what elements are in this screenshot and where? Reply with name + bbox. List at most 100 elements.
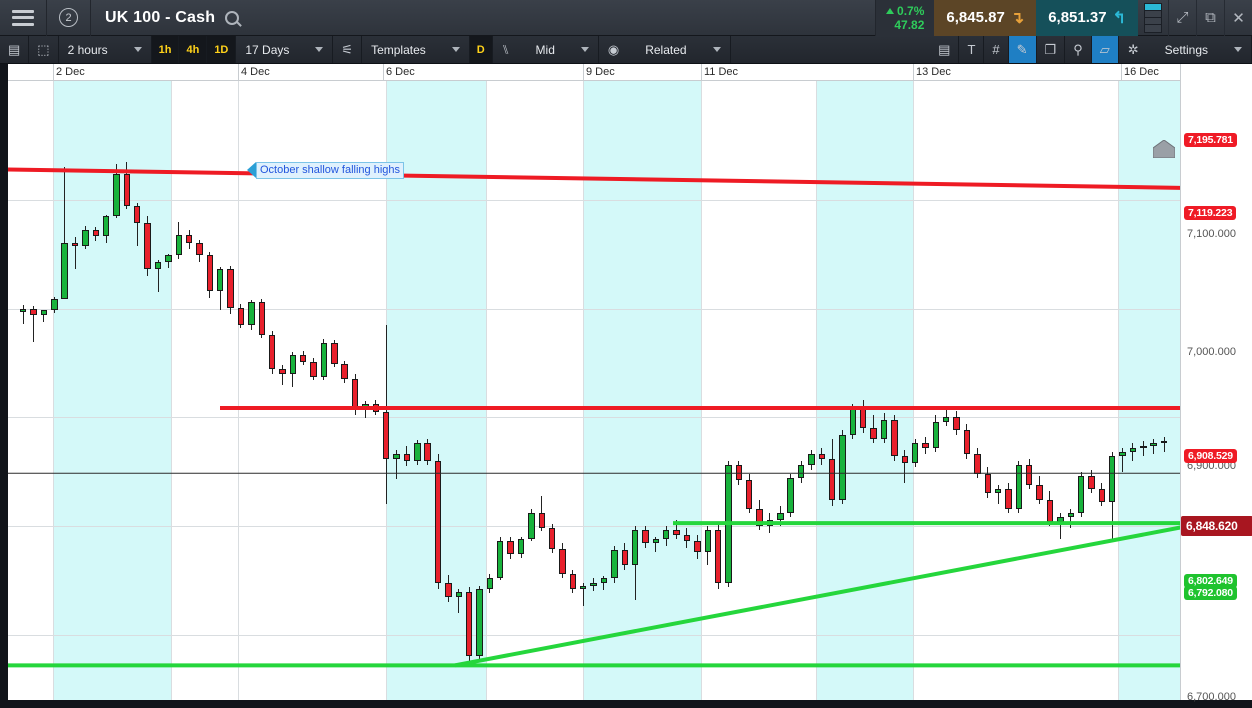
candlestick [663, 526, 670, 546]
candle-body-bearish [403, 454, 411, 461]
candle-body-bearish [227, 269, 234, 308]
expand-icon[interactable]: ⤢ [1168, 0, 1196, 36]
candlestick [486, 573, 494, 594]
chart-area[interactable]: 2 Dec 4 Dec 6 Dec 9 Dec 11 Dec 13 Dec 16 Dec 7… [0, 64, 1252, 708]
candlestick-icon: ⑊ [501, 42, 510, 57]
candlestick [1160, 436, 1168, 453]
settings-dropdown[interactable]: ✲ Settings [1119, 36, 1252, 63]
candlestick [901, 449, 908, 483]
candlestick [787, 473, 794, 518]
candle-body-bullish [652, 539, 660, 544]
candle-body-bearish [258, 302, 265, 335]
deal-marker-icon[interactable] [1152, 139, 1176, 163]
price-tick-label: 6,900.000 [1187, 460, 1236, 472]
candlestick [185, 230, 193, 249]
bottom-scroll-area[interactable] [0, 700, 1252, 708]
search-icon[interactable] [225, 10, 240, 25]
quick-interval-1d[interactable]: 1D [207, 36, 237, 63]
price-level-badge[interactable]: 6,908.529 [1184, 449, 1237, 463]
eye-icon: ◉ [607, 42, 620, 57]
popout-icon[interactable]: ⧉ [1196, 0, 1224, 36]
candle-body-bullish [362, 404, 369, 408]
candle-body-bullish [393, 454, 400, 459]
date-tick-label: 11 Dec [704, 66, 739, 78]
candlestick [30, 306, 37, 343]
price-plot[interactable] [8, 64, 1180, 700]
price-level-badge[interactable]: 7,119.223 [1184, 206, 1237, 220]
candle-body-bullish [590, 582, 597, 586]
related-label: Related [645, 42, 687, 57]
annotation-icon[interactable]: ▱ [1091, 36, 1119, 63]
candle-body-bearish [683, 534, 691, 542]
chevron-down-icon [451, 47, 460, 52]
date-tick [53, 64, 54, 81]
candle-body-bearish [331, 343, 338, 365]
annotation-arrow-icon [247, 162, 256, 178]
workspace-number-badge[interactable]: 2 [47, 0, 91, 36]
candle-body-bullish [1015, 465, 1023, 509]
candle-body-bullish [102, 216, 110, 236]
candle-body-bearish [735, 465, 743, 481]
sliders-icon[interactable]: ⚟ [333, 36, 363, 63]
drawing-tools-icon[interactable]: ✎ [1008, 36, 1037, 63]
candlestick [341, 360, 348, 383]
related-dropdown[interactable]: ◉ Related [599, 36, 731, 63]
close-icon[interactable]: ✕ [1224, 0, 1252, 36]
text-tool-icon[interactable]: T [959, 36, 985, 63]
marquee-select-icon[interactable]: ⬚ [29, 36, 59, 63]
price-level-badge[interactable]: 6,802.649 [1184, 574, 1237, 588]
candlestick [569, 569, 577, 594]
candle-body-bearish [642, 530, 649, 544]
price-level-badge[interactable]: 7,195.781 [1184, 133, 1237, 147]
chevron-down-icon [1234, 47, 1242, 52]
watchlist-icon[interactable]: ▤ [0, 36, 30, 63]
price-type-dropdown[interactable]: ⑊ Mid [493, 36, 599, 63]
candlestick [1067, 508, 1074, 529]
candlestick [517, 536, 525, 558]
range-dropdown[interactable]: 17 Days [236, 36, 334, 63]
date-tick-label: 4 Dec [241, 66, 270, 78]
candlestick [476, 585, 483, 661]
price-axis[interactable]: 7,100.0007,000.0006,900.0006,800.0006,70… [1180, 64, 1252, 703]
date-tick [1121, 64, 1122, 81]
menu-button[interactable] [0, 0, 47, 36]
grid-line-horizontal [8, 417, 1180, 419]
candlestick [414, 440, 421, 466]
quick-interval-4h[interactable]: 4h [179, 36, 208, 63]
candlestick [237, 304, 245, 329]
candle-body-bullish [880, 419, 888, 440]
quick-interval-1h[interactable]: 1h [151, 36, 180, 63]
candle-body-bullish [113, 173, 120, 217]
range-label: 17 Days [245, 42, 290, 57]
order-book-icon[interactable]: ▤ [930, 36, 960, 63]
chart-annotation[interactable]: October shallow falling highs [256, 162, 405, 179]
candlestick [683, 528, 691, 548]
candle-wick [1163, 436, 1165, 453]
buy-price-button[interactable]: 6,851.37 ↰ [1036, 0, 1138, 36]
sell-price-button[interactable]: 6,845.87 ↴ [934, 0, 1037, 36]
candle-body-bullish [1077, 476, 1085, 513]
chevron-down-icon [133, 47, 142, 52]
candle-body-bearish [185, 234, 193, 244]
templates-dropdown[interactable]: Templates [362, 36, 470, 63]
candlestick [797, 460, 805, 483]
date-axis[interactable]: 2 Dec 4 Dec 6 Dec 9 Dec 11 Dec 13 Dec 16 Dec [8, 64, 1252, 81]
layers-icon[interactable]: ❐ [1037, 36, 1066, 63]
candle-body-bearish [538, 513, 545, 529]
candle-body-bullish [580, 585, 587, 590]
interval-dropdown[interactable]: 2 hours [59, 36, 152, 63]
deal-ladder-icon[interactable] [1144, 2, 1162, 33]
candle-body-bearish [984, 473, 991, 494]
candlestick [932, 415, 940, 453]
candlestick [362, 401, 369, 419]
date-tick-label: 6 Dec [386, 66, 415, 78]
candlestick [642, 526, 649, 548]
candle-body-bearish [974, 454, 981, 474]
candlestick [1108, 452, 1116, 542]
candle-wick [396, 449, 398, 480]
price-level-badge[interactable]: 6,792.080 [1184, 586, 1237, 600]
grid-icon[interactable]: # [984, 36, 1009, 63]
alert-icon[interactable]: ⚲ [1065, 36, 1092, 63]
period-badge[interactable]: D [469, 36, 493, 63]
current-price-badge[interactable]: 6,848.620 [1181, 516, 1252, 536]
